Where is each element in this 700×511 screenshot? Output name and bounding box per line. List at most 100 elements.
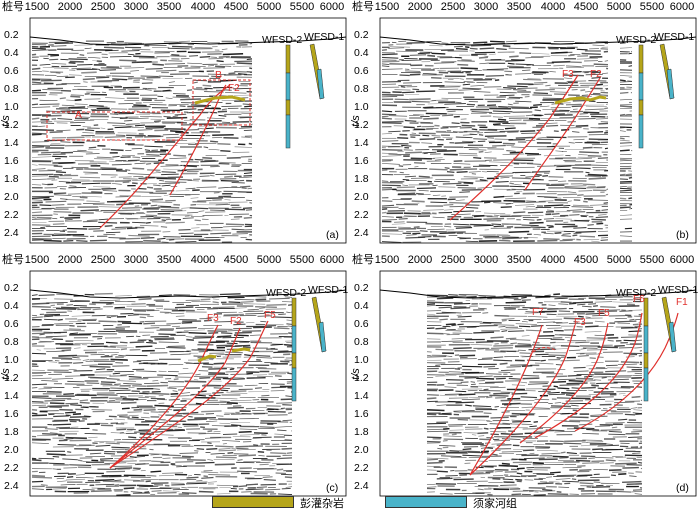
y-tick-label: 0.6 bbox=[354, 65, 369, 77]
well-label-wfsd2: WFSD-2 bbox=[266, 287, 306, 299]
axis-title-y: t/s bbox=[0, 368, 12, 380]
horizon-olive bbox=[232, 349, 250, 351]
seismic-panel-a: 桩号 1500 2000 2500 3000 3500 4000 4500 50… bbox=[0, 0, 350, 245]
well-label-wfsd1: WFSD-1 bbox=[658, 284, 698, 296]
y-tick-label: 0.8 bbox=[4, 336, 19, 348]
y-tick-label: 1.6 bbox=[4, 408, 19, 420]
fault-label: F7 bbox=[532, 307, 544, 319]
seismic-reflection-texture bbox=[620, 43, 632, 241]
y-tick-label: 1.8 bbox=[354, 173, 369, 185]
x-tick-label: 3000 bbox=[124, 254, 148, 266]
axis-title-y: t/s bbox=[350, 368, 362, 380]
panel-tag: (b) bbox=[676, 229, 689, 241]
box-label-a: A bbox=[75, 109, 82, 121]
y-tick-label: 0.8 bbox=[354, 83, 369, 95]
axis-title-x: 桩号 bbox=[2, 1, 24, 13]
x-tick-label: 4000 bbox=[541, 1, 565, 13]
y-tick-label: 2.4 bbox=[354, 227, 369, 239]
y-tick-label: 1.4 bbox=[4, 390, 19, 402]
fault-label: F2 bbox=[230, 316, 242, 328]
x-tick-label: 4000 bbox=[191, 254, 215, 266]
y-tick-label: 1.0 bbox=[354, 101, 369, 113]
seismic-reflection-texture bbox=[427, 294, 642, 495]
x-tick-label: 3000 bbox=[474, 1, 498, 13]
well-label-wfsd1: WFSD-1 bbox=[654, 31, 694, 43]
legend-swatch-cyan bbox=[385, 496, 467, 508]
y-tick-label: 0.6 bbox=[4, 318, 19, 330]
x-tick-label: 6000 bbox=[320, 254, 344, 266]
y-tick-label: 2.2 bbox=[4, 462, 19, 474]
y-tick-label: 1.0 bbox=[354, 354, 369, 366]
x-tick-label: 4500 bbox=[574, 1, 598, 13]
x-tick-label: 4000 bbox=[191, 1, 215, 13]
y-tick-label: 0.2 bbox=[354, 282, 369, 294]
seismic-reflection-texture bbox=[382, 41, 608, 242]
y-tick-label: 2.4 bbox=[4, 227, 19, 239]
fault-f3-curve bbox=[110, 325, 218, 468]
well-label-wfsd2: WFSD-2 bbox=[616, 34, 656, 46]
y-tick-label: 2.2 bbox=[354, 462, 369, 474]
y-tick-label: 1.6 bbox=[354, 155, 369, 167]
x-tick-label: 2000 bbox=[58, 254, 82, 266]
y-tick-label: 1.8 bbox=[4, 426, 19, 438]
fault-label: F3 bbox=[562, 69, 574, 81]
axis-title-y: t/s bbox=[350, 115, 362, 127]
x-tick-label: 4500 bbox=[224, 254, 248, 266]
x-tick-label: 6000 bbox=[320, 1, 344, 13]
x-tick-label: 5000 bbox=[607, 1, 631, 13]
y-tick-label: 0.4 bbox=[354, 300, 369, 312]
y-tick-label: 2.0 bbox=[354, 444, 369, 456]
panel-tag: (a) bbox=[326, 229, 339, 241]
x-tick-label: 5000 bbox=[607, 254, 631, 266]
y-tick-label: 0.4 bbox=[4, 47, 19, 59]
y-tick-label: 2.2 bbox=[4, 209, 19, 221]
box-label-b: B bbox=[215, 69, 222, 81]
x-tick-label: 3500 bbox=[507, 1, 531, 13]
panel-tag: (d) bbox=[676, 482, 689, 494]
y-tick-label: 0.4 bbox=[4, 300, 19, 312]
y-tick-label: 2.0 bbox=[354, 191, 369, 203]
x-tick-label: 2000 bbox=[58, 1, 82, 13]
x-tick-label: 4500 bbox=[224, 1, 248, 13]
y-tick-label: 1.0 bbox=[4, 101, 19, 113]
x-tick-label: 3500 bbox=[157, 1, 181, 13]
x-tick-label: 1500 bbox=[25, 254, 49, 266]
x-tick-label: 3000 bbox=[474, 254, 498, 266]
seismic-panel-d: 桩号 1500 2000 2500 3000 3500 4000 4500 50… bbox=[350, 253, 700, 498]
y-tick-label: 0.6 bbox=[354, 318, 369, 330]
fault-label: F5 bbox=[598, 308, 610, 320]
axis-title-x: 桩号 bbox=[352, 254, 374, 266]
x-tick-label: 5500 bbox=[640, 254, 664, 266]
fault-label: F3 bbox=[207, 313, 219, 325]
panel-tag: (c) bbox=[326, 482, 338, 494]
x-tick-label: 6000 bbox=[670, 1, 694, 13]
fault-label: F5 bbox=[264, 310, 276, 322]
y-tick-label: 0.8 bbox=[4, 83, 19, 95]
seismic-reflection-texture bbox=[32, 294, 292, 496]
axis-title-x: 桩号 bbox=[2, 254, 24, 266]
x-tick-label: 5000 bbox=[257, 254, 281, 266]
x-tick-label: 2500 bbox=[441, 254, 465, 266]
y-tick-label: 2.0 bbox=[4, 444, 19, 456]
x-tick-label: 2500 bbox=[441, 1, 465, 13]
y-tick-label: 0.8 bbox=[354, 336, 369, 348]
x-tick-label: 1500 bbox=[375, 1, 399, 13]
fault-label: F2 bbox=[590, 69, 602, 81]
y-tick-label: 0.2 bbox=[4, 282, 19, 294]
x-tick-label: 2500 bbox=[91, 1, 115, 13]
y-tick-label: 1.4 bbox=[354, 390, 369, 402]
well-label-wfsd1: WFSD-1 bbox=[308, 284, 348, 296]
x-tick-label: 4500 bbox=[574, 254, 598, 266]
horizon-olive bbox=[590, 97, 606, 100]
y-tick-label: 2.4 bbox=[4, 480, 19, 492]
y-tick-label: 1.0 bbox=[4, 354, 19, 366]
fault-label: F6 bbox=[633, 294, 645, 306]
y-tick-label: 2.4 bbox=[354, 480, 369, 492]
axis-title-y: t/s bbox=[0, 115, 12, 127]
x-tick-label: 3500 bbox=[507, 254, 531, 266]
y-tick-label: 0.2 bbox=[4, 29, 19, 41]
y-tick-label: 1.8 bbox=[354, 426, 369, 438]
y-tick-label: 0.2 bbox=[354, 29, 369, 41]
legend-swatch-olive bbox=[212, 496, 294, 508]
y-tick-label: 1.4 bbox=[354, 137, 369, 149]
